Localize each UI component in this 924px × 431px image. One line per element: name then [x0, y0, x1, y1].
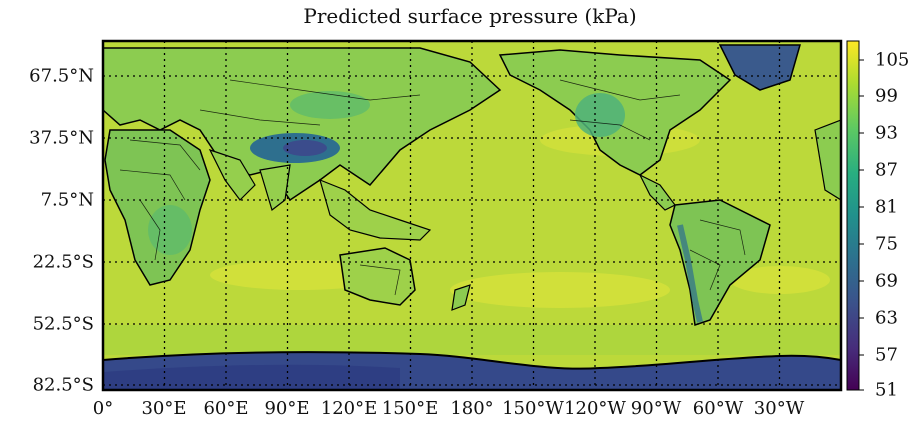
lon-label: 120°W — [564, 398, 626, 419]
pressure-field — [103, 41, 841, 390]
rocky-mountains — [575, 93, 625, 137]
lon-label: 150°E — [381, 398, 439, 419]
country-borders — [119, 79, 746, 296]
tibetan-plateau-core — [283, 140, 327, 156]
lat-label: 82.5°S — [32, 374, 94, 396]
high-pressure-band — [450, 272, 670, 308]
lon-label: 30°W — [753, 398, 805, 419]
colorbar — [846, 40, 860, 391]
graticule — [103, 41, 841, 390]
colorbar-label: 51 — [875, 379, 898, 401]
lon-label: 150°W — [502, 398, 564, 419]
lon-label: 120°E — [320, 398, 378, 419]
colorbar-ticks — [859, 59, 864, 391]
new-zealand — [451, 284, 471, 311]
lon-label: 0° — [92, 398, 114, 419]
lat-label: 7.5°N — [40, 189, 94, 211]
lat-label: 37.5°N — [29, 127, 94, 149]
map-frame — [101, 39, 843, 392]
lon-label: 30°E — [141, 398, 187, 419]
colorbar-label: 105 — [875, 49, 910, 71]
lon-label: 90°W — [630, 398, 682, 419]
andes — [677, 224, 703, 323]
colorbar-label: 69 — [875, 270, 898, 292]
high-pressure-band — [730, 266, 830, 294]
colorbar-label: 87 — [875, 159, 898, 181]
lon-label: 90°E — [264, 398, 310, 419]
australia-landmass — [339, 247, 416, 306]
colorbar-label: 75 — [875, 233, 898, 255]
lon-label: 60°E — [203, 398, 249, 419]
lat-label: 22.5°S — [32, 251, 94, 273]
colorbar-label: 99 — [875, 85, 898, 107]
lon-label: 60°W — [692, 398, 744, 419]
lat-label: 67.5°N — [29, 65, 94, 87]
colorbar-label: 63 — [875, 307, 898, 329]
lon-label: 180° — [450, 398, 494, 419]
lat-label: 52.5°S — [32, 313, 94, 335]
colorbar-label: 57 — [875, 344, 898, 366]
map-title: Predicted surface pressure (kPa) — [303, 4, 637, 28]
maritime-continent — [319, 178, 432, 241]
colorbar-label: 81 — [875, 196, 898, 218]
colorbar-label: 93 — [875, 122, 898, 144]
